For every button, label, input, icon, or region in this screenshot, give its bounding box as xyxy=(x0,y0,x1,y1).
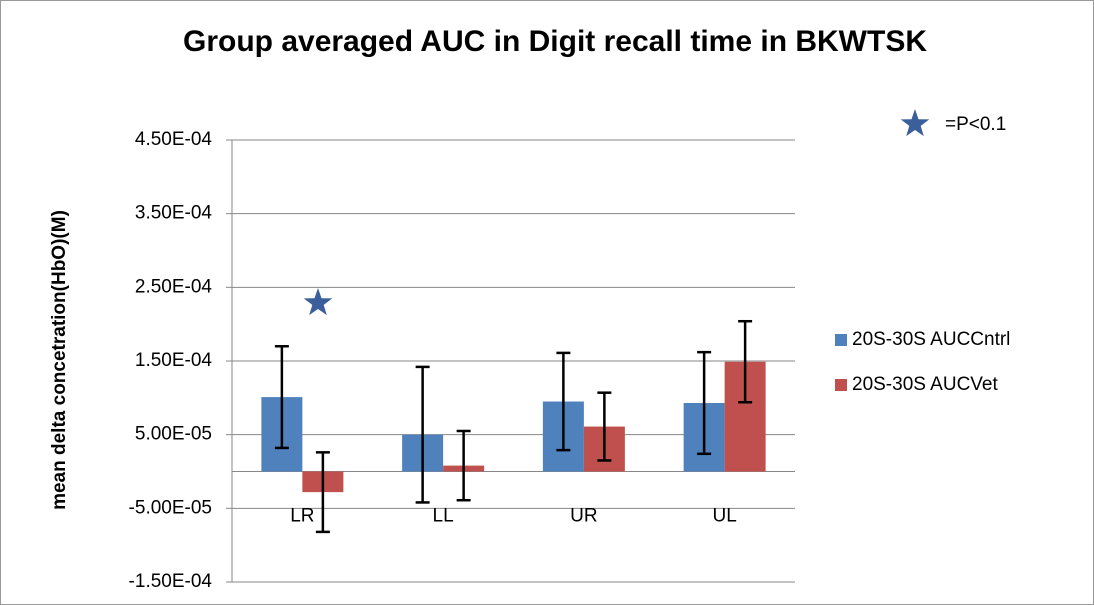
error-bar xyxy=(597,391,612,462)
y-tick-label: -1.50E-04 xyxy=(129,571,213,592)
legend-label: 20S-30S AUCVet xyxy=(852,374,998,395)
x-tick-label: LL xyxy=(433,506,454,527)
chart-title: Group averaged AUC in Digit recall time … xyxy=(183,25,927,58)
annotation: =P<0.1 xyxy=(945,114,1006,135)
error-bar xyxy=(697,350,712,456)
legend-swatch xyxy=(835,379,847,391)
error-bar xyxy=(315,451,330,534)
y-tick-label: 5.00E-05 xyxy=(135,424,212,445)
y-tick-label: -5.00E-05 xyxy=(129,497,212,518)
error-bar xyxy=(556,351,571,452)
x-tick-label: UR xyxy=(570,506,597,527)
x-tick-label: LR xyxy=(290,506,314,527)
significance-star xyxy=(303,288,333,316)
y-tick-label: 4.50E-04 xyxy=(135,129,213,150)
error-bar xyxy=(738,319,753,404)
error-bar xyxy=(456,429,471,502)
legend-swatch xyxy=(835,334,847,346)
y-tick-label: 2.50E-04 xyxy=(135,276,213,297)
legend-star xyxy=(900,109,930,137)
y-axis-title: mean delta concetration(HbO)(M) xyxy=(49,210,70,510)
y-tick-label: 1.50E-04 xyxy=(135,350,213,371)
error-bar xyxy=(415,365,430,504)
y-tick-label: 3.50E-04 xyxy=(135,203,213,224)
legend-label: 20S-30S AUCCntrl xyxy=(852,329,1010,350)
error-bar xyxy=(274,345,289,450)
x-tick-label: UL xyxy=(712,506,736,527)
